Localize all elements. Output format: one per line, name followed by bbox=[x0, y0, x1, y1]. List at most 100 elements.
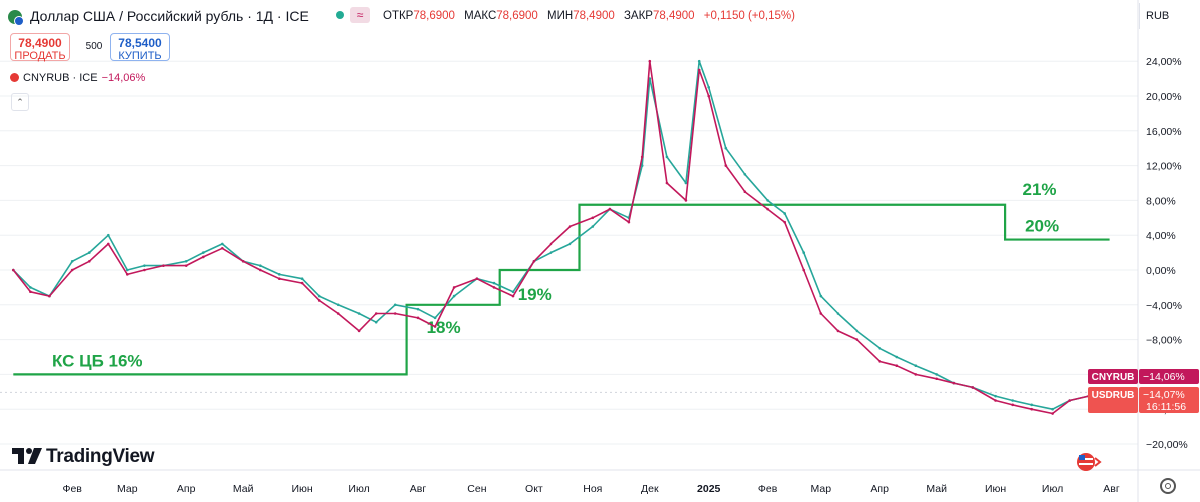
market-status-icon[interactable] bbox=[336, 11, 344, 19]
currency-selector[interactable]: RUB bbox=[1139, 3, 1197, 29]
spread-value: 500 bbox=[85, 41, 103, 52]
data-point bbox=[743, 190, 747, 193]
data-point bbox=[684, 199, 688, 202]
close-value: 78,4900 bbox=[652, 10, 695, 22]
data-point bbox=[393, 303, 397, 307]
data-point bbox=[317, 299, 321, 302]
data-point bbox=[1068, 399, 1071, 402]
x-tick-label: Май bbox=[233, 483, 254, 495]
data-point bbox=[29, 286, 32, 289]
price-tag-name-box bbox=[1088, 387, 1138, 413]
sell-button[interactable]: 78,4900 ПРОДАТЬ bbox=[10, 33, 70, 62]
data-point bbox=[783, 220, 786, 224]
data-point bbox=[278, 273, 281, 276]
data-point bbox=[202, 255, 205, 259]
y-tick-label: 24,00% bbox=[1146, 56, 1182, 68]
data-point bbox=[684, 181, 688, 185]
data-point bbox=[878, 360, 881, 363]
data-point bbox=[1030, 407, 1033, 411]
x-tick-label: Апр bbox=[177, 483, 196, 495]
data-point bbox=[221, 246, 224, 250]
x-tick-label: Июл bbox=[348, 483, 369, 495]
data-point bbox=[836, 312, 840, 315]
data-point bbox=[357, 312, 361, 315]
data-point bbox=[766, 207, 769, 211]
data-point bbox=[126, 273, 129, 276]
data-point bbox=[70, 260, 74, 263]
data-point bbox=[374, 320, 378, 324]
price-tag-name: USDRUB bbox=[1092, 390, 1135, 401]
data-point bbox=[743, 173, 747, 176]
us-flag-icon[interactable] bbox=[1074, 452, 1102, 472]
brand-name: TradingView bbox=[46, 446, 155, 467]
data-point bbox=[707, 94, 710, 98]
low-value: 78,4900 bbox=[573, 10, 615, 22]
usd-rub-flag-icon bbox=[8, 10, 24, 26]
data-point bbox=[1051, 407, 1054, 411]
collapse-legend-button[interactable]: ⌃ bbox=[11, 93, 29, 111]
data-point bbox=[568, 225, 572, 228]
indicator-toggle-icon[interactable]: ≈ bbox=[350, 7, 370, 23]
data-point bbox=[640, 164, 644, 167]
x-tick-label: Май bbox=[926, 483, 947, 495]
data-point bbox=[1030, 403, 1033, 407]
settings-gear-icon[interactable] bbox=[1160, 478, 1176, 494]
y-tick-label: −4,00% bbox=[1146, 300, 1182, 312]
data-point bbox=[511, 294, 515, 298]
price-tag-value: −14,06% bbox=[1143, 371, 1185, 383]
data-point bbox=[278, 277, 281, 281]
data-point bbox=[126, 268, 129, 272]
data-point bbox=[836, 329, 840, 333]
data-point bbox=[1011, 403, 1014, 407]
data-point bbox=[107, 242, 110, 246]
data-point bbox=[241, 260, 245, 263]
data-point bbox=[532, 260, 536, 263]
data-point bbox=[568, 242, 572, 246]
data-point bbox=[802, 268, 805, 272]
x-tick-label: Авг bbox=[1103, 483, 1120, 495]
data-point bbox=[202, 251, 205, 254]
sell-label: ПРОДАТЬ bbox=[14, 50, 66, 62]
key-rate-label: 18% bbox=[427, 318, 461, 337]
data-point bbox=[971, 386, 975, 389]
data-point bbox=[143, 268, 146, 272]
data-point bbox=[878, 347, 881, 350]
buy-button[interactable]: 78,5400 КУПИТЬ bbox=[110, 33, 170, 62]
data-point bbox=[591, 225, 595, 228]
data-point bbox=[935, 373, 938, 376]
data-point bbox=[707, 86, 710, 89]
key-rate-label: 21% bbox=[1022, 180, 1056, 199]
data-point bbox=[416, 316, 420, 320]
ohlc-readout: ОТКР78,6900 МАКС78,6900 МИН78,4900 ЗАКР7… bbox=[383, 10, 801, 22]
data-point bbox=[648, 59, 652, 63]
x-tick-label: Окт bbox=[525, 483, 543, 495]
data-point bbox=[48, 294, 51, 298]
data-point bbox=[452, 294, 456, 298]
series-layer bbox=[12, 59, 1106, 415]
x-tick-label: Мар bbox=[811, 483, 832, 495]
data-point bbox=[317, 294, 321, 298]
key-rate-layer: КС ЦБ 16% 18% 19% 21% 20% bbox=[13, 180, 1110, 376]
data-point bbox=[336, 312, 340, 315]
data-point bbox=[143, 264, 146, 267]
key-rate-line bbox=[13, 203, 1110, 376]
data-point bbox=[162, 264, 165, 267]
data-point bbox=[336, 303, 340, 307]
data-point bbox=[259, 264, 262, 267]
x-tick-label: Авг bbox=[410, 483, 427, 495]
data-point bbox=[855, 338, 859, 341]
x-tick-label: Июн bbox=[985, 483, 1006, 495]
change-value: +0,1150 (+0,15%) bbox=[703, 10, 795, 22]
data-point bbox=[70, 268, 74, 272]
high-key: МАКС bbox=[464, 10, 497, 22]
compare-legend[interactable]: CNYRUB · ICE −14,06% bbox=[10, 72, 145, 84]
data-point bbox=[1051, 412, 1054, 415]
data-point bbox=[88, 260, 91, 263]
data-point bbox=[300, 277, 304, 281]
data-point bbox=[766, 199, 769, 202]
symbol-title[interactable]: Доллар США / Российский рубль · 1Д · ICE bbox=[30, 8, 309, 24]
data-point bbox=[12, 268, 15, 272]
data-point bbox=[914, 364, 918, 368]
y-tick-label: 16,00% bbox=[1146, 126, 1182, 138]
